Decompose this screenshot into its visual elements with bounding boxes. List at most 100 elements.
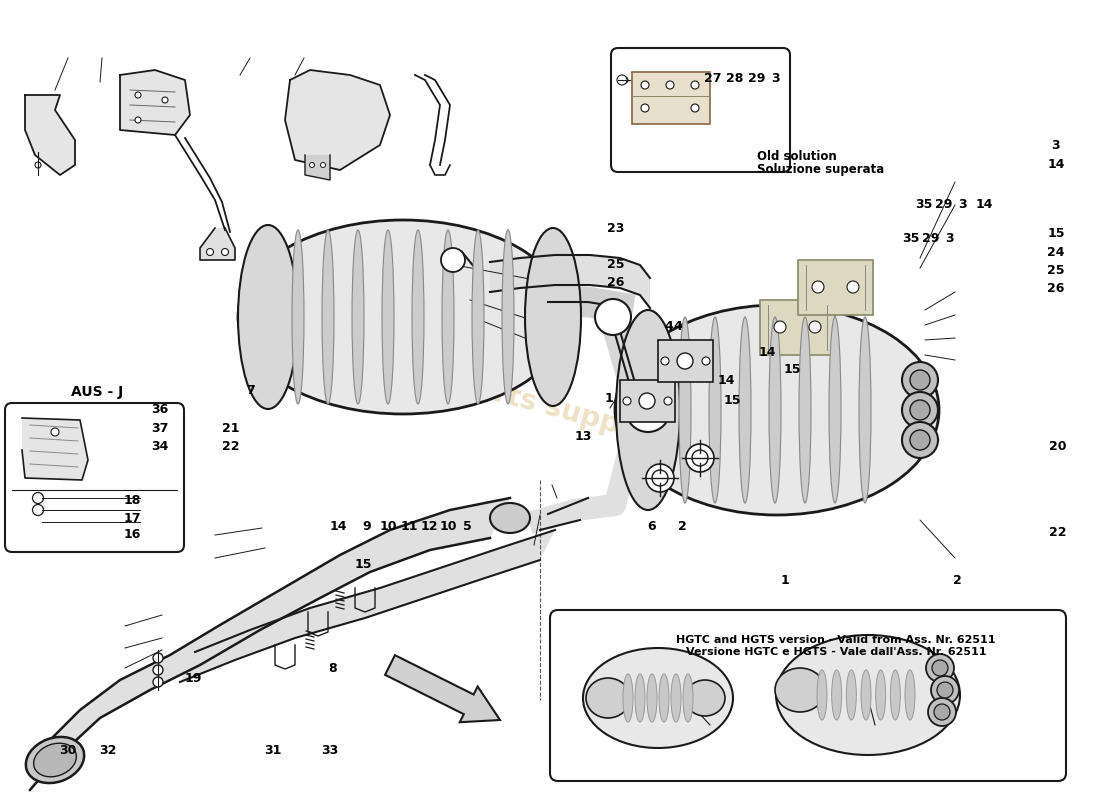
Polygon shape — [25, 95, 75, 175]
Text: 4: 4 — [673, 320, 682, 333]
Ellipse shape — [928, 698, 956, 726]
Text: 26: 26 — [607, 276, 625, 289]
Ellipse shape — [671, 674, 681, 722]
Text: AUS - J: AUS - J — [70, 385, 123, 399]
Circle shape — [702, 357, 710, 365]
Text: 1: 1 — [781, 574, 790, 586]
Ellipse shape — [902, 362, 938, 398]
Ellipse shape — [931, 676, 959, 704]
Ellipse shape — [905, 670, 915, 720]
Ellipse shape — [910, 370, 930, 390]
Circle shape — [626, 388, 670, 432]
Ellipse shape — [292, 230, 304, 404]
Circle shape — [646, 464, 674, 492]
Text: 22: 22 — [222, 440, 240, 453]
Text: 29: 29 — [935, 198, 953, 210]
Circle shape — [35, 162, 41, 168]
Ellipse shape — [739, 317, 751, 503]
Text: 17: 17 — [123, 512, 141, 525]
Text: 18: 18 — [123, 494, 141, 507]
Text: 14: 14 — [759, 346, 777, 358]
Circle shape — [808, 321, 821, 333]
Text: 3: 3 — [958, 198, 967, 210]
Ellipse shape — [910, 400, 930, 420]
Polygon shape — [305, 155, 330, 180]
Ellipse shape — [832, 670, 842, 720]
Circle shape — [691, 81, 698, 89]
Ellipse shape — [910, 430, 930, 450]
Circle shape — [812, 281, 824, 293]
FancyBboxPatch shape — [550, 610, 1066, 781]
Text: 15: 15 — [783, 363, 801, 376]
Ellipse shape — [932, 660, 948, 676]
Text: 31: 31 — [264, 744, 282, 757]
Text: 28: 28 — [726, 72, 744, 85]
Text: 4: 4 — [664, 320, 673, 333]
Polygon shape — [30, 498, 510, 790]
Polygon shape — [22, 418, 88, 480]
Text: 35: 35 — [915, 198, 933, 210]
Circle shape — [33, 505, 44, 515]
FancyBboxPatch shape — [6, 403, 184, 552]
Ellipse shape — [352, 230, 364, 404]
Ellipse shape — [769, 317, 781, 503]
Circle shape — [135, 117, 141, 123]
Circle shape — [692, 450, 708, 466]
Ellipse shape — [902, 422, 938, 458]
Text: 5: 5 — [463, 520, 472, 533]
Ellipse shape — [710, 317, 720, 503]
Ellipse shape — [238, 225, 298, 409]
Text: 14: 14 — [717, 374, 735, 386]
Circle shape — [664, 397, 672, 405]
Text: 11: 11 — [400, 520, 418, 533]
Ellipse shape — [586, 678, 630, 718]
Text: 14: 14 — [976, 198, 993, 210]
Ellipse shape — [859, 317, 871, 503]
Text: 13: 13 — [574, 430, 592, 442]
Text: 2: 2 — [953, 574, 961, 586]
Circle shape — [51, 428, 59, 436]
Text: Soluzione superata: Soluzione superata — [757, 163, 884, 176]
Text: 36: 36 — [151, 403, 168, 416]
Text: 24: 24 — [1047, 246, 1065, 258]
Ellipse shape — [776, 635, 960, 755]
Text: HGTC and HGTS version - Valid from Ass. Nr. 62511: HGTC and HGTS version - Valid from Ass. … — [676, 635, 996, 645]
Circle shape — [686, 444, 714, 472]
Text: 14: 14 — [330, 520, 348, 533]
Text: 37: 37 — [151, 422, 168, 434]
Circle shape — [691, 104, 698, 112]
Ellipse shape — [876, 670, 886, 720]
Circle shape — [162, 97, 168, 103]
Circle shape — [595, 299, 631, 335]
Text: 16: 16 — [123, 528, 141, 541]
Ellipse shape — [583, 648, 733, 748]
Ellipse shape — [502, 230, 514, 404]
FancyArrow shape — [385, 655, 501, 722]
Ellipse shape — [799, 317, 811, 503]
Circle shape — [441, 248, 465, 272]
Ellipse shape — [322, 230, 334, 404]
Ellipse shape — [238, 220, 568, 414]
Ellipse shape — [442, 230, 454, 404]
Polygon shape — [490, 255, 650, 308]
Polygon shape — [120, 70, 190, 135]
Ellipse shape — [679, 317, 691, 503]
Text: 15: 15 — [1047, 227, 1065, 240]
Bar — [658, 340, 713, 382]
Circle shape — [153, 653, 163, 663]
Bar — [798, 260, 873, 315]
Text: 23: 23 — [607, 222, 625, 234]
Text: 35: 35 — [902, 232, 920, 245]
Text: 12: 12 — [420, 520, 438, 533]
Text: 21: 21 — [222, 422, 240, 434]
Text: 15: 15 — [724, 394, 741, 406]
Text: 34: 34 — [151, 440, 168, 453]
Ellipse shape — [937, 682, 953, 698]
Circle shape — [639, 393, 654, 409]
Text: 29: 29 — [922, 232, 939, 245]
Circle shape — [153, 665, 163, 675]
Circle shape — [641, 81, 649, 89]
Text: 27: 27 — [704, 72, 722, 85]
Ellipse shape — [34, 743, 76, 777]
Ellipse shape — [616, 310, 680, 510]
